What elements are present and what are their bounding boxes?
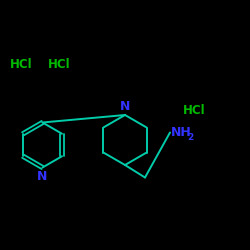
Text: HCl: HCl bbox=[182, 104, 205, 117]
Text: N: N bbox=[37, 170, 48, 182]
Text: N: N bbox=[120, 100, 130, 113]
Text: NH: NH bbox=[171, 126, 192, 139]
Text: 2: 2 bbox=[187, 134, 193, 142]
Text: HCl: HCl bbox=[10, 58, 32, 71]
Text: HCl: HCl bbox=[48, 58, 70, 71]
